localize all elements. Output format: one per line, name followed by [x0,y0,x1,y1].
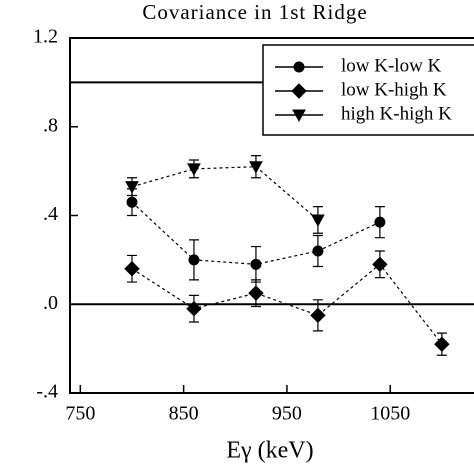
y-tick-label: .4 [43,203,58,225]
x-tick-label: 850 [169,403,199,425]
marker [187,163,201,176]
y-tick-label: -.4 [36,381,58,403]
y-tick-label: .8 [43,114,58,136]
chart-title: Covariance in 1st Ridge [142,0,367,24]
marker [291,83,307,99]
marker [372,256,388,273]
marker [292,109,306,123]
marker [374,216,386,228]
x-tick-label: 1050 [370,403,410,425]
marker [434,336,450,352]
marker [188,254,200,266]
marker [126,196,138,208]
marker [312,245,324,257]
series-line [131,166,319,221]
marker [311,214,325,227]
marker [248,285,264,301]
x-axis-label: Eγ (keV) [226,438,313,464]
legend-label: low K-high K [341,79,447,100]
marker [125,181,139,194]
x-tick-label: 750 [65,403,95,425]
marker [124,261,140,277]
y-tick-label: .0 [43,292,58,314]
marker [293,61,305,73]
series-line [131,263,443,345]
marker [310,307,326,324]
legend-label: high K-high K [341,103,452,124]
x-tick-label: 950 [272,403,302,425]
marker [250,258,262,270]
y-tick-label: 1.2 [33,26,58,48]
legend: low K-low K low K-high K high K-high K [262,44,474,136]
marker [249,161,263,174]
legend-label: low K-low K [341,55,442,76]
marker [186,300,202,317]
